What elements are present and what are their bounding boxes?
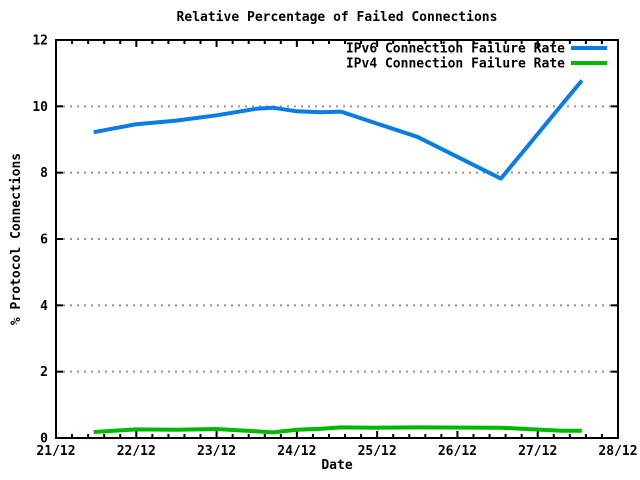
chart-title: Relative Percentage of Failed Connection… [177, 10, 498, 25]
x-tick-label: 26/12 [438, 444, 477, 459]
x-tick-label: 23/12 [197, 444, 236, 459]
y-tick-label: 12 [32, 34, 48, 49]
x-tick-label: 24/12 [277, 444, 316, 459]
x-tick-label: 27/12 [518, 444, 557, 459]
y-tick-label: 10 [32, 100, 48, 115]
plot-border [55, 39, 619, 439]
series-line-ipv4 [93, 425, 582, 435]
x-tick-label: 21/12 [36, 444, 75, 459]
gridlines-layer [56, 105, 618, 373]
y-tick-label: 2 [40, 365, 48, 380]
legend-label: IPv6 Connection Failure Rate [346, 42, 565, 57]
y-axis-label: % Protocol Connections [9, 153, 24, 325]
x-tick-label: 25/12 [358, 444, 397, 459]
x-axis-label: Date [321, 458, 352, 473]
series-line-ipv6 [93, 79, 584, 181]
legend-label: IPv4 Connection Failure Rate [346, 57, 565, 72]
tick-labels-layer: 0 2 4 6 8 10 12 21/12 22/12 23/12 24/12 25/12 26/12 2… [32, 34, 637, 459]
x-tick-label: 22/12 [117, 444, 156, 459]
series-lines-layer [93, 79, 584, 435]
x-tick-label: 28/12 [598, 444, 637, 459]
y-tick-label: 8 [40, 166, 48, 181]
y-tick-label: 0 [40, 432, 48, 447]
y-tick-label: 6 [40, 233, 48, 248]
y-tick-label: 4 [40, 299, 48, 314]
